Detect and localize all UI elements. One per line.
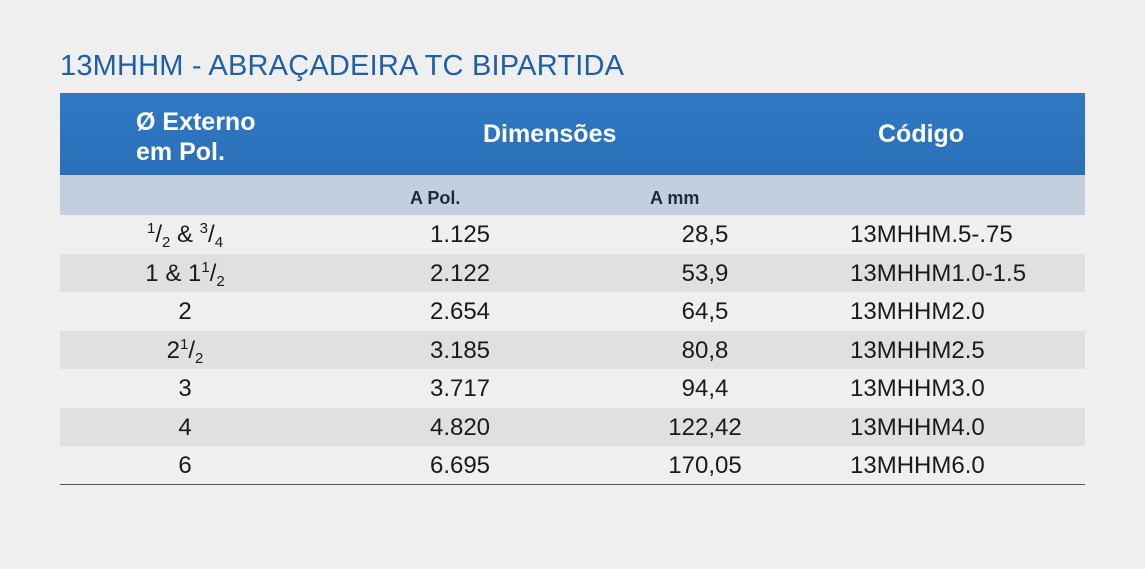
cell-a-mm: 122,42 [668,413,742,441]
fraction-denominator: 2 [216,272,225,290]
cell-code: 13MHHM2.0 [850,298,985,325]
cell-code: 13MHHM.5-.75 [850,221,1013,248]
cell-a-mm: 94,4 [681,375,729,402]
cell-external-diameter: 3 [178,375,192,402]
cell-code: 13MHHM3.0 [850,375,985,402]
cell-a-pol: 3.717 [429,375,491,402]
cell-a-pol: 4.820 [429,413,491,441]
whole-number: 1 & 1 [145,259,202,287]
cell-a-mm: 170,05 [668,452,742,479]
header-external-diameter: Ø Externo em Pol. [136,107,255,167]
cell-a-pol: 3.185 [429,336,491,364]
cell-external-diameter: 1/2 & 3/4 [146,220,224,251]
fraction-numerator: 1 [146,220,156,237]
fraction-denominator: 2 [161,234,171,251]
subheader-a-mm: A mm [650,188,700,208]
cell-code: 13MHHM2.5 [850,336,985,364]
page-title: 13MHHM - ABRAÇADEIRA TC BIPARTIDA [60,50,625,82]
table-row: 2 2.654 64,5 13MHHM2.0 [60,292,1085,331]
whole-number: 2 [166,336,180,364]
table-row: 1 & 11/2 2.122 53,9 13MHHM1.0-1.5 [60,253,1085,292]
header-dimensions: Dimensões [483,120,617,148]
fraction-denominator: 2 [195,349,204,367]
cell-code: 13MHHM4.0 [850,413,985,441]
table-subheader: A Pol. A mm [60,175,1085,215]
fraction-numerator: 1 [180,335,189,353]
cell-a-pol: 1.125 [429,221,491,248]
table-header: Ø Externo em Pol. Dimensões Código [60,93,1085,175]
ampersand: & [170,221,200,248]
cell-external-diameter: 1 & 11/2 [145,258,225,290]
table-row: 4 4.820 122,42 13MHHM4.0 [60,407,1085,446]
header-external-line1: Ø Externo [136,108,256,136]
cell-a-mm: 28,5 [681,221,729,248]
cell-a-mm: 64,5 [681,298,729,325]
header-external-line2: em Pol. [136,138,225,166]
product-table: Ø Externo em Pol. Dimensões Código A Pol… [60,93,1085,485]
cell-a-pol: 2.654 [429,298,491,325]
table-row: 1/2 & 3/4 1.125 28,5 13MHHM.5-.75 [60,215,1085,254]
cell-code: 13MHHM6.0 [850,452,985,479]
cell-external-diameter: 4 [178,413,192,441]
subheader-a-pol: A Pol. [410,188,461,208]
table-row: 21/2 3.185 80,8 13MHHM2.5 [60,330,1085,369]
fraction-denominator: 4 [214,234,224,251]
cell-external-diameter: 21/2 [166,335,204,367]
cell-code: 13MHHM1.0-1.5 [850,259,1027,287]
table-bottom-rule [60,483,1085,485]
table-row: 3 3.717 94,4 13MHHM3.0 [60,369,1085,408]
table-row: 6 6.695 170,05 13MHHM6.0 [60,446,1085,485]
header-code: Código [878,120,965,148]
cell-a-mm: 80,8 [681,336,729,364]
cell-external-diameter: 2 [178,298,192,325]
fraction-numerator: 3 [199,220,209,237]
cell-external-diameter: 6 [178,452,192,479]
cell-a-pol: 2.122 [429,259,491,287]
cell-a-pol: 6.695 [429,452,491,479]
cell-a-mm: 53,9 [681,259,729,287]
fraction-numerator: 1 [201,258,210,276]
